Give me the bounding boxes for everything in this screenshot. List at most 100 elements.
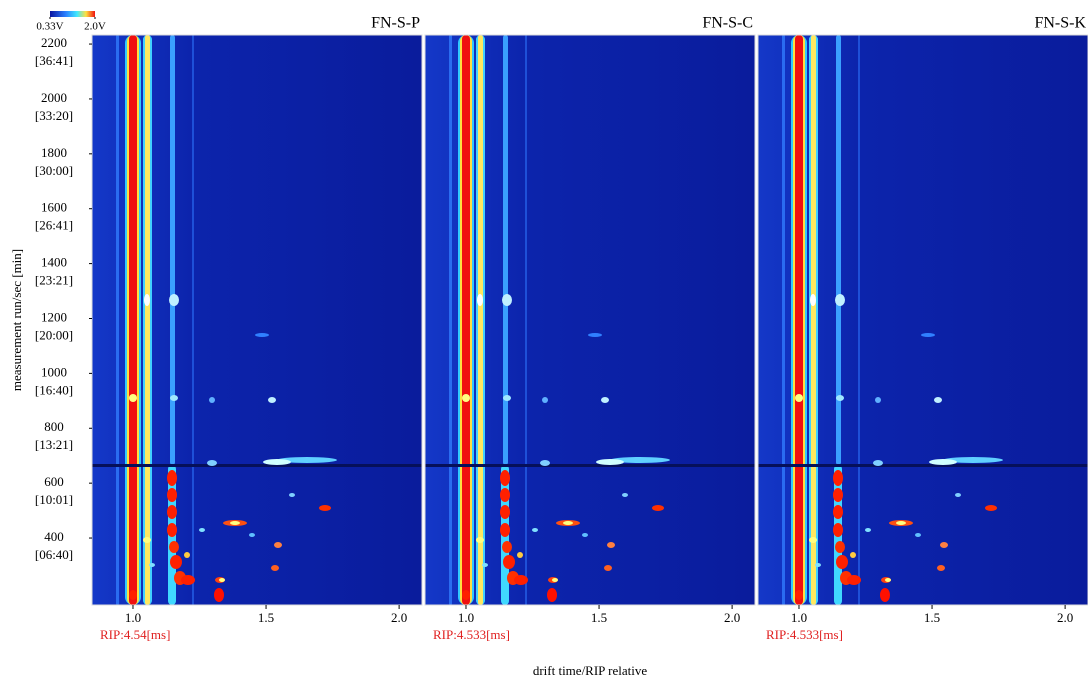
peak: [462, 394, 470, 402]
x-tick-label: 1.5: [258, 610, 274, 625]
peak: [170, 395, 178, 401]
peak: [937, 565, 945, 571]
peak: [181, 575, 195, 585]
peak: [167, 470, 177, 486]
panel-title: FN-S-P: [371, 15, 420, 32]
y-tick-time: [13:21]: [35, 437, 73, 452]
peak: [833, 470, 843, 486]
peak: [563, 521, 573, 525]
y-axis-label: measurement run/sec [min]: [9, 249, 24, 391]
peak: [271, 565, 279, 571]
y-tick-time: [16:40]: [35, 382, 73, 397]
y-tick-time: [30:00]: [35, 163, 73, 178]
peak: [921, 333, 935, 337]
peak: [500, 488, 510, 502]
peak: [482, 563, 488, 567]
peak: [601, 397, 609, 403]
peak: [184, 552, 190, 558]
peak: [503, 395, 511, 401]
peak: [885, 578, 891, 582]
drift-line: [145, 35, 150, 605]
y-tick-time: [23:21]: [35, 273, 73, 288]
heatmap-background: [758, 35, 1088, 605]
peak: [289, 493, 295, 497]
peak: [517, 552, 523, 558]
heatmap-background: [425, 35, 755, 605]
peak: [865, 528, 871, 532]
peak: [199, 528, 205, 532]
peak: [149, 563, 155, 567]
peak: [610, 457, 670, 463]
drift-line: [170, 35, 175, 465]
peak: [552, 578, 558, 582]
peak: [514, 575, 528, 585]
rip-annotation: RIP:4.533[ms]: [433, 627, 510, 642]
peak: [230, 521, 240, 525]
peak: [542, 397, 548, 403]
drift-line: [192, 35, 194, 605]
y-tick-label: 1200: [41, 309, 67, 324]
x-tick-label: 1.5: [924, 610, 940, 625]
peak: [833, 488, 843, 502]
peak: [596, 459, 624, 465]
y-tick-time: [26:41]: [35, 218, 73, 233]
peak: [143, 537, 151, 543]
y-tick-time: [20:00]: [35, 327, 73, 342]
y-tick-time: [33:20]: [35, 108, 73, 123]
peak: [277, 457, 337, 463]
drift-line: [129, 35, 137, 605]
rip-annotation: RIP:4.533[ms]: [766, 627, 843, 642]
peak: [873, 460, 883, 466]
peak: [833, 523, 843, 537]
y-tick-label: 1400: [41, 255, 67, 270]
peak: [833, 505, 843, 519]
x-tick-label: 1.0: [125, 610, 141, 625]
panel-title: FN-S-K: [1034, 15, 1086, 32]
drift-line: [795, 35, 803, 605]
peak: [810, 294, 816, 306]
y-tick-time: [10:01]: [35, 492, 73, 507]
peak: [809, 537, 817, 543]
x-tick-label: 2.0: [391, 610, 407, 625]
colorbar-label: 2.0V: [84, 21, 106, 33]
peak: [836, 555, 848, 569]
peak: [214, 588, 224, 602]
heatmap-panel: [424, 34, 756, 606]
peak: [500, 505, 510, 519]
peak: [847, 575, 861, 585]
y-tick-label: 1000: [41, 364, 67, 379]
peak: [934, 397, 942, 403]
peak: [588, 333, 602, 337]
peak: [129, 590, 137, 600]
x-tick-label: 2.0: [724, 610, 740, 625]
peak: [532, 528, 538, 532]
peak: [940, 542, 948, 548]
peak: [274, 542, 282, 548]
x-axis-label: drift time/RIP relative: [533, 663, 648, 678]
colorbar: [50, 11, 95, 17]
y-tick-label: 2200: [41, 35, 67, 50]
y-tick-label: 400: [44, 529, 64, 544]
drift-line: [858, 35, 860, 605]
separator-band: [425, 464, 755, 467]
peak: [476, 537, 484, 543]
x-tick-label: 2.0: [1057, 610, 1073, 625]
peak: [207, 460, 217, 466]
peak: [500, 523, 510, 537]
peak: [503, 555, 515, 569]
peak: [209, 397, 215, 403]
peak: [500, 470, 510, 486]
separator-band: [92, 464, 422, 467]
peak: [835, 541, 845, 553]
peak: [875, 397, 881, 403]
drift-line: [836, 35, 841, 465]
panel-border: [757, 34, 1088, 606]
drift-line: [503, 35, 508, 465]
peak: [985, 505, 997, 511]
panel-border: [91, 34, 423, 606]
y-tick-label: 1800: [41, 145, 67, 160]
y-tick-label: 2000: [41, 90, 67, 105]
peak: [167, 488, 177, 502]
peak: [836, 395, 844, 401]
